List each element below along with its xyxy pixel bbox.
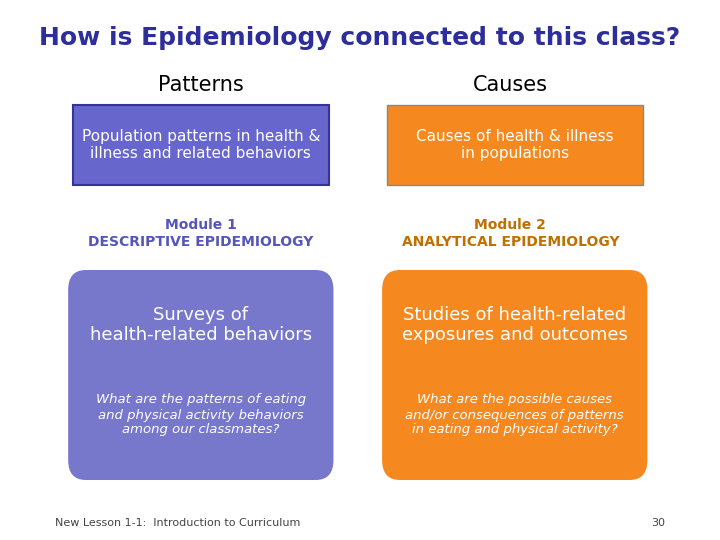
Text: Patterns: Patterns [158,75,243,95]
Text: Population patterns in health &
illness and related behaviors: Population patterns in health & illness … [81,129,320,161]
Text: What are the possible causes
and/or consequences of patterns
in eating and physi: What are the possible causes and/or cons… [405,394,624,436]
Text: What are the patterns of eating
and physical activity behaviors
among our classm: What are the patterns of eating and phys… [96,394,306,436]
Text: Causes: Causes [473,75,548,95]
Text: Module 1: Module 1 [165,218,237,232]
Text: Studies of health-related
exposures and outcomes: Studies of health-related exposures and … [402,306,628,345]
Text: Module 2: Module 2 [474,218,546,232]
Text: Causes of health & illness
in populations: Causes of health & illness in population… [416,129,613,161]
FancyBboxPatch shape [68,270,333,480]
Text: Surveys of
health-related behaviors: Surveys of health-related behaviors [90,306,312,345]
Text: DESCRIPTIVE EPIDEMIOLOGY: DESCRIPTIVE EPIDEMIOLOGY [88,235,313,249]
FancyBboxPatch shape [73,105,329,185]
FancyBboxPatch shape [382,270,647,480]
Text: New Lesson 1-1:  Introduction to Curriculum: New Lesson 1-1: Introduction to Curricul… [55,518,300,528]
FancyBboxPatch shape [387,105,643,185]
Text: 30: 30 [651,518,665,528]
Text: How is Epidemiology connected to this class?: How is Epidemiology connected to this cl… [40,26,680,50]
Text: ANALYTICAL EPIDEMIOLOGY: ANALYTICAL EPIDEMIOLOGY [402,235,619,249]
